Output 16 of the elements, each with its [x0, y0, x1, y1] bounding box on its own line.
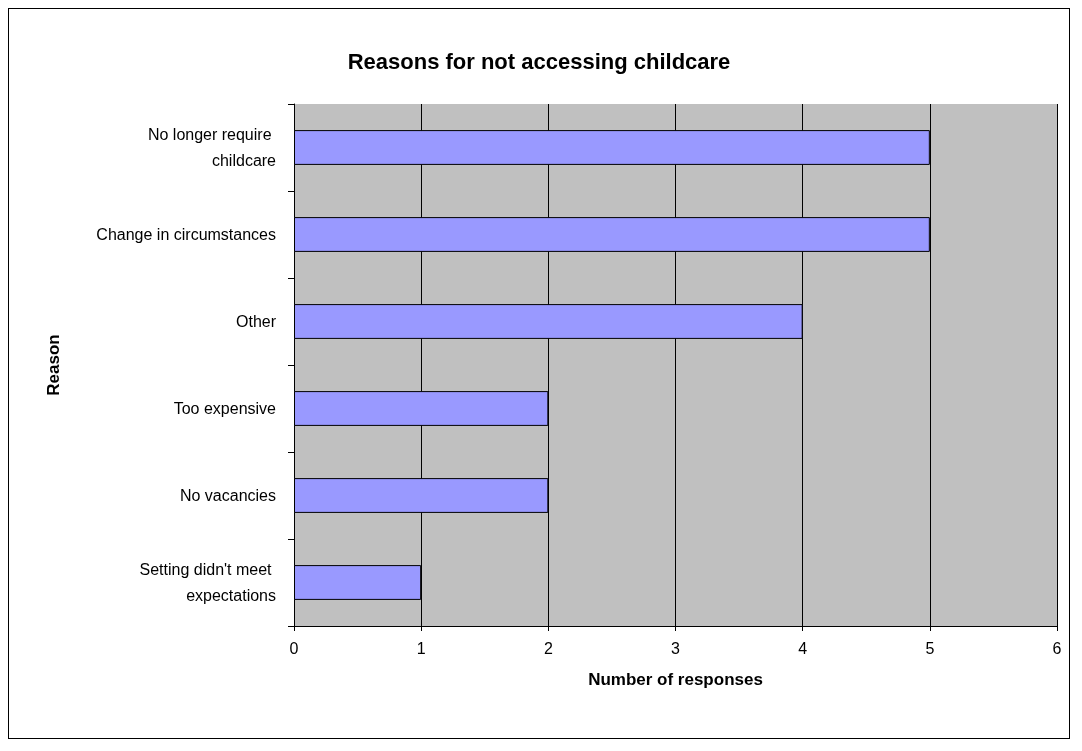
x-axis-title: Number of responses [588, 670, 763, 689]
y-tick-label: Other [235, 313, 277, 330]
y-tick-label: Change in circumstances [96, 226, 276, 243]
chart-title: Reasons for not accessing childcare [347, 48, 731, 74]
y-tick-label: Setting didn't meet expectations [139, 561, 276, 604]
y-tick-label: No longer require childcare [147, 126, 277, 169]
x-tick-label: 0 [289, 639, 299, 657]
x-tick-label: 6 [1052, 639, 1062, 657]
x-tick-label: 5 [925, 639, 935, 657]
y-axis-title: Reason [44, 334, 63, 396]
y-tick-label: Too expensive [173, 400, 277, 417]
y-tick-label: No vacancies [179, 487, 276, 504]
x-tick-label: 3 [671, 639, 681, 657]
x-tick-label: 2 [543, 639, 553, 657]
x-tick-label: 4 [798, 639, 808, 657]
x-tick-label: 1 [416, 639, 426, 657]
